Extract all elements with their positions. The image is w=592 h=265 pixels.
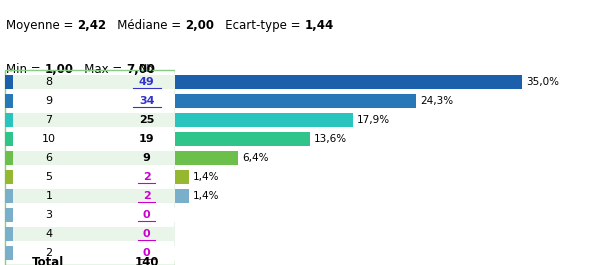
Text: Min =: Min = [6, 63, 44, 76]
Bar [12, 113, 175, 127]
Text: 6: 6 [46, 153, 53, 163]
Text: 9: 9 [46, 96, 53, 106]
Text: 2,00: 2,00 [185, 19, 214, 32]
Text: 13,6%: 13,6% [314, 134, 347, 144]
Text: 2: 2 [143, 191, 150, 201]
Bar [175, 94, 416, 108]
Text: 140: 140 [134, 256, 159, 265]
Text: 7: 7 [46, 115, 53, 125]
Text: 1,00: 1,00 [44, 63, 73, 76]
Bar [175, 75, 523, 89]
Text: 1: 1 [46, 191, 53, 201]
Text: 0: 0 [143, 229, 150, 239]
Text: 0: 0 [143, 248, 150, 258]
Text: 8: 8 [46, 77, 53, 87]
Text: 2: 2 [46, 248, 53, 258]
Bar [5, 246, 13, 259]
Bar [5, 75, 13, 89]
Text: 34: 34 [139, 96, 155, 106]
Text: Nb: Nb [139, 64, 155, 74]
Text: 1,4%: 1,4% [192, 172, 219, 182]
Bar [175, 170, 188, 184]
Bar [12, 227, 175, 241]
Text: 7,00: 7,00 [126, 63, 155, 76]
Bar [5, 151, 13, 165]
Text: 19: 19 [139, 134, 155, 144]
Bar [5, 208, 13, 222]
Text: 1,4%: 1,4% [192, 191, 219, 201]
Text: Ecart-type =: Ecart-type = [214, 19, 304, 32]
Text: Max =: Max = [73, 63, 126, 76]
Bar [12, 246, 175, 259]
Bar [5, 132, 13, 146]
Bar [12, 151, 175, 165]
Bar [175, 151, 238, 165]
Bar [175, 189, 188, 203]
Bar [12, 189, 175, 203]
Text: 49: 49 [139, 77, 155, 87]
Text: 17,9%: 17,9% [356, 115, 390, 125]
Text: 2,42: 2,42 [77, 19, 106, 32]
Bar [5, 94, 13, 108]
Text: 3: 3 [46, 210, 53, 220]
Bar [175, 113, 352, 127]
Text: 35,0%: 35,0% [526, 77, 559, 87]
Bar [12, 170, 175, 184]
Text: 4: 4 [46, 229, 53, 239]
Text: 1,44: 1,44 [304, 19, 333, 32]
Text: 0: 0 [143, 210, 150, 220]
Text: 2: 2 [143, 172, 150, 182]
Text: 24,3%: 24,3% [420, 96, 453, 106]
Text: 5: 5 [46, 172, 53, 182]
Bar [5, 189, 13, 203]
Text: Médiane =: Médiane = [106, 19, 185, 32]
Text: 25: 25 [139, 115, 155, 125]
Text: 6,4%: 6,4% [242, 153, 269, 163]
Text: Moyenne =: Moyenne = [6, 19, 77, 32]
Bar [12, 132, 175, 146]
Bar [5, 227, 13, 241]
Bar [175, 132, 310, 146]
Text: 9: 9 [143, 153, 150, 163]
Text: Total: Total [31, 256, 64, 265]
Bar [12, 75, 175, 89]
Bar [5, 113, 13, 127]
Bar [12, 208, 175, 222]
Bar [12, 94, 175, 108]
Text: 10: 10 [42, 134, 56, 144]
Bar [5, 170, 13, 184]
